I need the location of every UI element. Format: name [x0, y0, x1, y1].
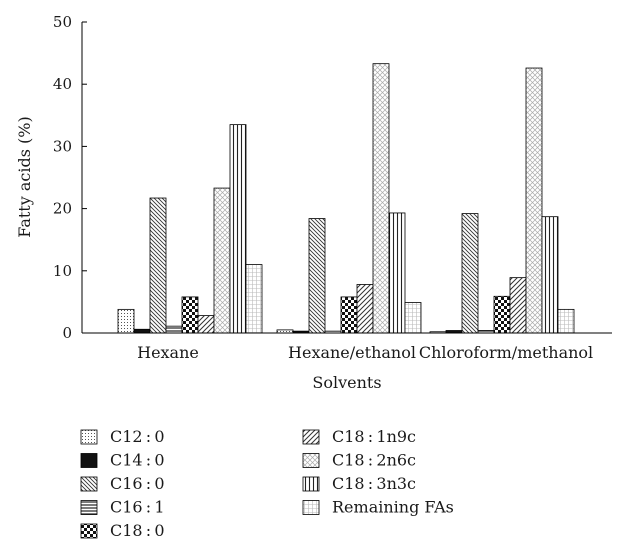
legend-swatch [302, 500, 320, 515]
legend-label: C18 : 3n3c [332, 474, 416, 493]
y-axis-title: Fatty acids (%) [15, 116, 34, 237]
bar [356, 284, 374, 334]
x-category-labels: Hexane Hexane/ethanol Chloroform/methanol [137, 343, 593, 362]
legend: C12 : 0 C14 : 0 C16 : 0 C16 : 1 C18 : 0 C18 :… [80, 427, 454, 540]
legend-label: C16 : 1 [110, 498, 165, 517]
legend-label: C18 : 1n9c [332, 427, 416, 446]
bar [308, 218, 326, 334]
x-category-label: Hexane [137, 343, 199, 362]
legend-swatch [80, 453, 98, 468]
legend-swatch [302, 476, 320, 492]
y-tick-label: 50 [53, 13, 72, 31]
legend-label: C14 : 0 [110, 451, 165, 470]
y-tick-label: 30 [53, 137, 72, 155]
bar [404, 302, 422, 334]
y-ticks: 0 10 20 30 40 50 [53, 13, 87, 342]
bar [541, 216, 559, 334]
bar [340, 296, 358, 334]
legend-swatch [80, 476, 98, 492]
y-tick-label: 0 [62, 324, 72, 342]
x-category-label: Chloroform/methanol [419, 343, 593, 362]
legend-swatch [80, 500, 98, 515]
bars-layer [117, 63, 575, 334]
legend-swatch [80, 429, 98, 445]
x-category-label: Hexane/ethanol [288, 343, 416, 362]
bar [149, 197, 167, 334]
bar [461, 213, 479, 334]
bar [245, 264, 263, 334]
legend-label: C12 : 0 [110, 427, 165, 446]
legend-swatch [302, 453, 320, 468]
bar [372, 63, 390, 334]
bar [165, 325, 183, 334]
legend-label: C18 : 2n6c [332, 451, 416, 470]
bar [133, 328, 151, 334]
bar [117, 308, 135, 334]
bar [388, 212, 406, 334]
y-tick-label: 10 [53, 262, 72, 280]
bar [509, 277, 527, 334]
legend-label: Remaining FAs [332, 498, 454, 517]
y-tick-label: 20 [53, 200, 72, 218]
bar [213, 187, 231, 334]
bar [229, 124, 247, 334]
bar [493, 295, 511, 334]
bar [197, 315, 215, 334]
legend-label: C18 : 0 [110, 521, 165, 540]
bar [557, 308, 575, 334]
y-tick-label: 40 [53, 75, 72, 93]
bar [525, 67, 543, 334]
legend-swatch [302, 429, 320, 445]
legend-swatch [80, 523, 98, 539]
bar [181, 296, 199, 334]
legend-label: C16 : 0 [110, 474, 165, 493]
x-axis-title: Solvents [312, 373, 381, 392]
